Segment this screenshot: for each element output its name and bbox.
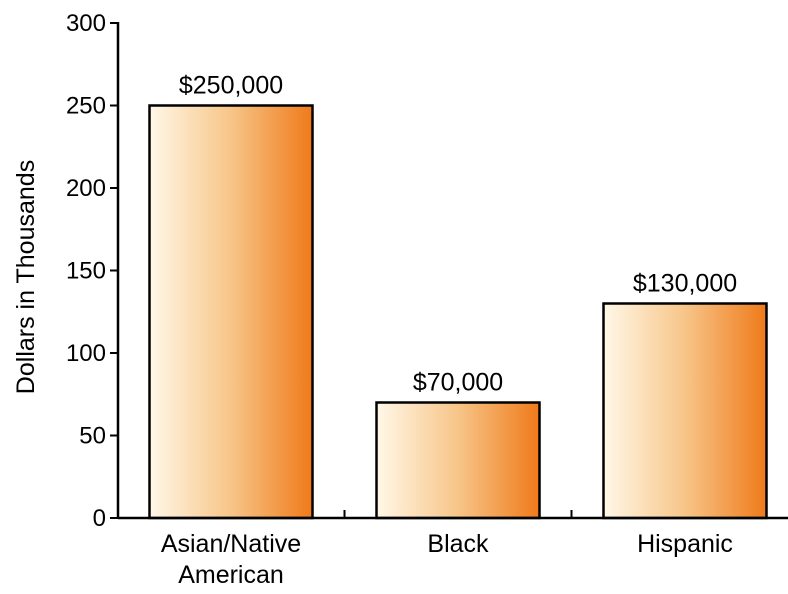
y-tick-label: 300 <box>66 10 106 37</box>
y-axis-title: Dollars in Thousands <box>12 160 40 394</box>
category-label: Asian/Native <box>161 530 301 558</box>
y-tick-label: 250 <box>66 93 106 120</box>
category-label: Hispanic <box>637 530 733 558</box>
data-label: $130,000 <box>633 270 737 298</box>
bar <box>375 401 541 520</box>
category-label: American <box>178 561 284 589</box>
data-label: $70,000 <box>413 369 503 397</box>
y-tick-label: 200 <box>66 175 106 202</box>
x-axis-labels: Asian/Native American Black Hispanic <box>161 530 733 589</box>
y-tick-label: 0 <box>93 505 106 532</box>
axes <box>116 22 788 520</box>
bars: $250,000 $70,000 $130,000 <box>148 72 768 520</box>
data-label: $250,000 <box>179 72 283 100</box>
bar <box>148 104 314 520</box>
category-label: Black <box>427 530 489 558</box>
y-axis-ticks: 0 50 100 150 200 250 300 <box>66 10 118 532</box>
bar <box>602 302 768 520</box>
y-tick-label: 100 <box>66 340 106 367</box>
y-tick-label: 50 <box>79 423 106 450</box>
y-tick-label: 150 <box>66 258 106 285</box>
